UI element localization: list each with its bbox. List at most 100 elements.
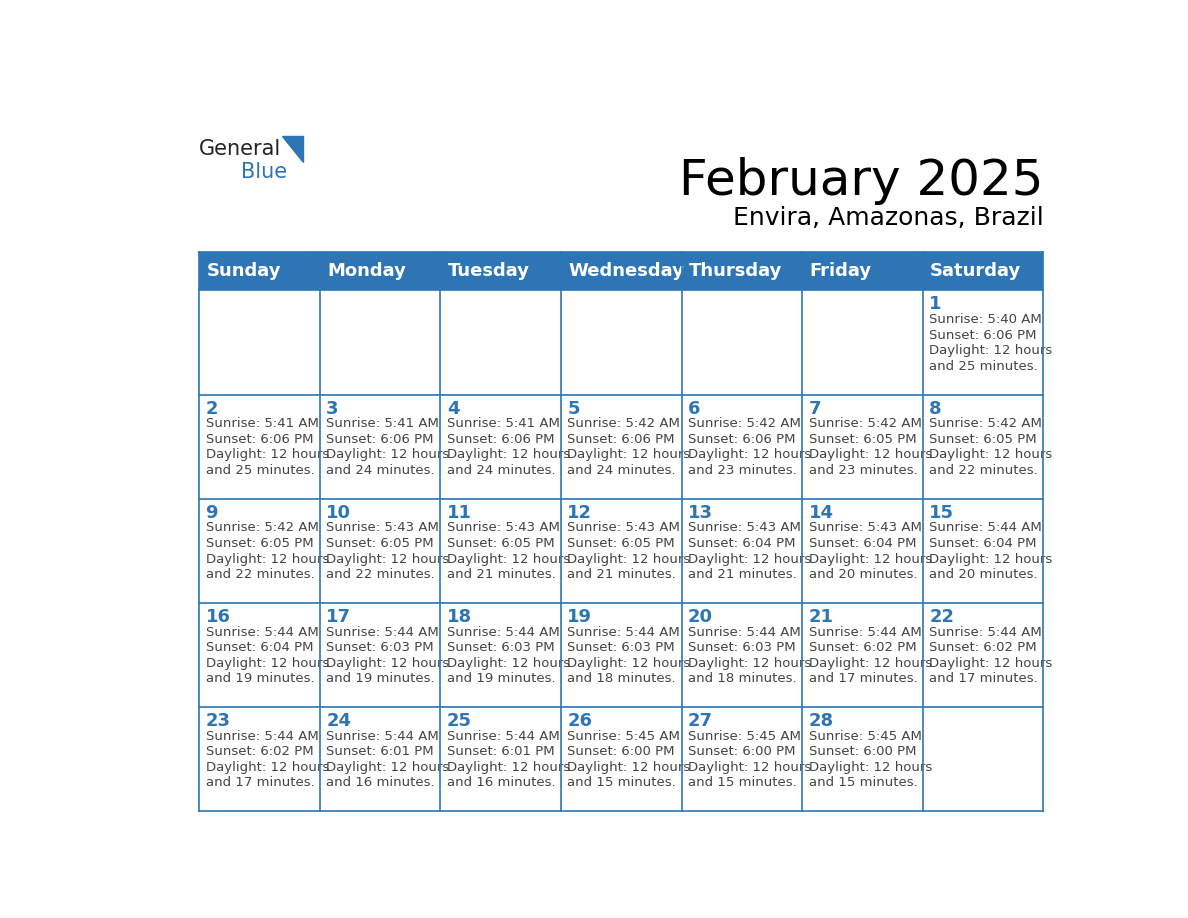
Text: Sunset: 6:03 PM: Sunset: 6:03 PM [327, 641, 434, 655]
Text: Daylight: 12 hours: Daylight: 12 hours [688, 448, 811, 462]
Text: 27: 27 [688, 712, 713, 730]
Text: Envira, Amazonas, Brazil: Envira, Amazonas, Brazil [733, 206, 1043, 230]
Text: 19: 19 [568, 608, 593, 626]
Text: Daylight: 12 hours: Daylight: 12 hours [206, 553, 329, 565]
Bar [561, 603, 682, 707]
Text: Daylight: 12 hours: Daylight: 12 hours [327, 553, 449, 565]
Text: Monday: Monday [327, 262, 406, 280]
Text: 24: 24 [327, 712, 352, 730]
Bar [802, 395, 923, 498]
Text: Daylight: 12 hours: Daylight: 12 hours [688, 553, 811, 565]
Bar [682, 395, 802, 498]
Bar [200, 395, 320, 498]
Text: Daylight: 12 hours: Daylight: 12 hours [327, 656, 449, 670]
Text: Sunset: 6:06 PM: Sunset: 6:06 PM [447, 432, 555, 446]
Text: 5: 5 [568, 399, 580, 418]
Bar [682, 707, 802, 812]
Text: 12: 12 [568, 504, 593, 521]
Bar [802, 290, 923, 395]
Text: Daylight: 12 hours: Daylight: 12 hours [206, 656, 329, 670]
Text: and 22 minutes.: and 22 minutes. [929, 464, 1038, 476]
Text: 20: 20 [688, 608, 713, 626]
Text: Sunrise: 5:43 AM: Sunrise: 5:43 AM [327, 521, 440, 534]
Text: Sunrise: 5:41 AM: Sunrise: 5:41 AM [206, 417, 318, 431]
Text: Daylight: 12 hours: Daylight: 12 hours [688, 761, 811, 774]
Text: Sunrise: 5:41 AM: Sunrise: 5:41 AM [447, 417, 560, 431]
Text: Sunrise: 5:45 AM: Sunrise: 5:45 AM [688, 730, 801, 743]
Bar [320, 290, 441, 395]
Text: 9: 9 [206, 504, 219, 521]
Text: and 21 minutes.: and 21 minutes. [447, 568, 556, 581]
Text: 2: 2 [206, 399, 219, 418]
Bar [200, 707, 320, 812]
Text: Daylight: 12 hours: Daylight: 12 hours [929, 448, 1053, 462]
Text: Daylight: 12 hours: Daylight: 12 hours [447, 656, 570, 670]
Text: Daylight: 12 hours: Daylight: 12 hours [809, 656, 931, 670]
Text: and 19 minutes.: and 19 minutes. [327, 672, 435, 685]
Bar [441, 395, 561, 498]
Bar [923, 395, 1043, 498]
Text: and 20 minutes.: and 20 minutes. [809, 568, 917, 581]
Text: and 22 minutes.: and 22 minutes. [327, 568, 435, 581]
Text: Daylight: 12 hours: Daylight: 12 hours [447, 761, 570, 774]
Text: 10: 10 [327, 504, 352, 521]
Text: and 17 minutes.: and 17 minutes. [809, 672, 917, 685]
Text: and 24 minutes.: and 24 minutes. [447, 464, 556, 476]
Text: Sunset: 6:05 PM: Sunset: 6:05 PM [568, 537, 675, 550]
Text: 26: 26 [568, 712, 593, 730]
Text: Daylight: 12 hours: Daylight: 12 hours [809, 761, 931, 774]
Text: 16: 16 [206, 608, 230, 626]
Text: 7: 7 [809, 399, 821, 418]
Text: and 19 minutes.: and 19 minutes. [447, 672, 556, 685]
Text: Sunset: 6:00 PM: Sunset: 6:00 PM [688, 745, 796, 758]
Text: and 16 minutes.: and 16 minutes. [447, 777, 556, 789]
Text: Blue: Blue [241, 162, 287, 182]
Text: Sunset: 6:04 PM: Sunset: 6:04 PM [929, 537, 1037, 550]
Text: Daylight: 12 hours: Daylight: 12 hours [688, 656, 811, 670]
Text: Daylight: 12 hours: Daylight: 12 hours [206, 761, 329, 774]
Bar [561, 395, 682, 498]
Text: 22: 22 [929, 608, 954, 626]
Text: 4: 4 [447, 399, 460, 418]
Text: 15: 15 [929, 504, 954, 521]
Text: Sunset: 6:02 PM: Sunset: 6:02 PM [809, 641, 916, 655]
Bar [200, 252, 1043, 290]
Text: 8: 8 [929, 399, 942, 418]
Text: Sunset: 6:05 PM: Sunset: 6:05 PM [809, 432, 916, 446]
Text: February 2025: February 2025 [678, 157, 1043, 205]
Text: Friday: Friday [809, 262, 872, 280]
Text: Sunrise: 5:44 AM: Sunrise: 5:44 AM [447, 730, 560, 743]
Text: Daylight: 12 hours: Daylight: 12 hours [206, 448, 329, 462]
Bar [441, 603, 561, 707]
Text: and 15 minutes.: and 15 minutes. [809, 777, 917, 789]
Text: Sunrise: 5:44 AM: Sunrise: 5:44 AM [929, 625, 1042, 639]
Bar [200, 290, 320, 395]
Text: Tuesday: Tuesday [448, 262, 530, 280]
Text: and 17 minutes.: and 17 minutes. [929, 672, 1038, 685]
Text: Sunset: 6:04 PM: Sunset: 6:04 PM [809, 537, 916, 550]
Text: Sunrise: 5:44 AM: Sunrise: 5:44 AM [327, 625, 438, 639]
Text: Daylight: 12 hours: Daylight: 12 hours [809, 448, 931, 462]
Text: 23: 23 [206, 712, 230, 730]
Bar [802, 707, 923, 812]
Bar [561, 498, 682, 603]
Text: Sunset: 6:05 PM: Sunset: 6:05 PM [929, 432, 1037, 446]
Text: and 25 minutes.: and 25 minutes. [929, 360, 1038, 373]
Text: Daylight: 12 hours: Daylight: 12 hours [568, 656, 690, 670]
Text: and 24 minutes.: and 24 minutes. [327, 464, 435, 476]
Text: and 21 minutes.: and 21 minutes. [688, 568, 797, 581]
Text: Sunrise: 5:44 AM: Sunrise: 5:44 AM [568, 625, 681, 639]
Text: Sunday: Sunday [207, 262, 282, 280]
Text: Daylight: 12 hours: Daylight: 12 hours [568, 448, 690, 462]
Text: Sunrise: 5:45 AM: Sunrise: 5:45 AM [568, 730, 681, 743]
Text: Sunrise: 5:44 AM: Sunrise: 5:44 AM [809, 625, 922, 639]
Text: Sunrise: 5:44 AM: Sunrise: 5:44 AM [206, 730, 318, 743]
Text: Sunrise: 5:42 AM: Sunrise: 5:42 AM [688, 417, 801, 431]
Text: General: General [200, 139, 282, 159]
Text: and 20 minutes.: and 20 minutes. [929, 568, 1038, 581]
Text: Sunrise: 5:43 AM: Sunrise: 5:43 AM [568, 521, 681, 534]
Text: 3: 3 [327, 399, 339, 418]
Text: 6: 6 [688, 399, 701, 418]
Text: Sunrise: 5:44 AM: Sunrise: 5:44 AM [206, 625, 318, 639]
Text: Sunset: 6:05 PM: Sunset: 6:05 PM [206, 537, 314, 550]
